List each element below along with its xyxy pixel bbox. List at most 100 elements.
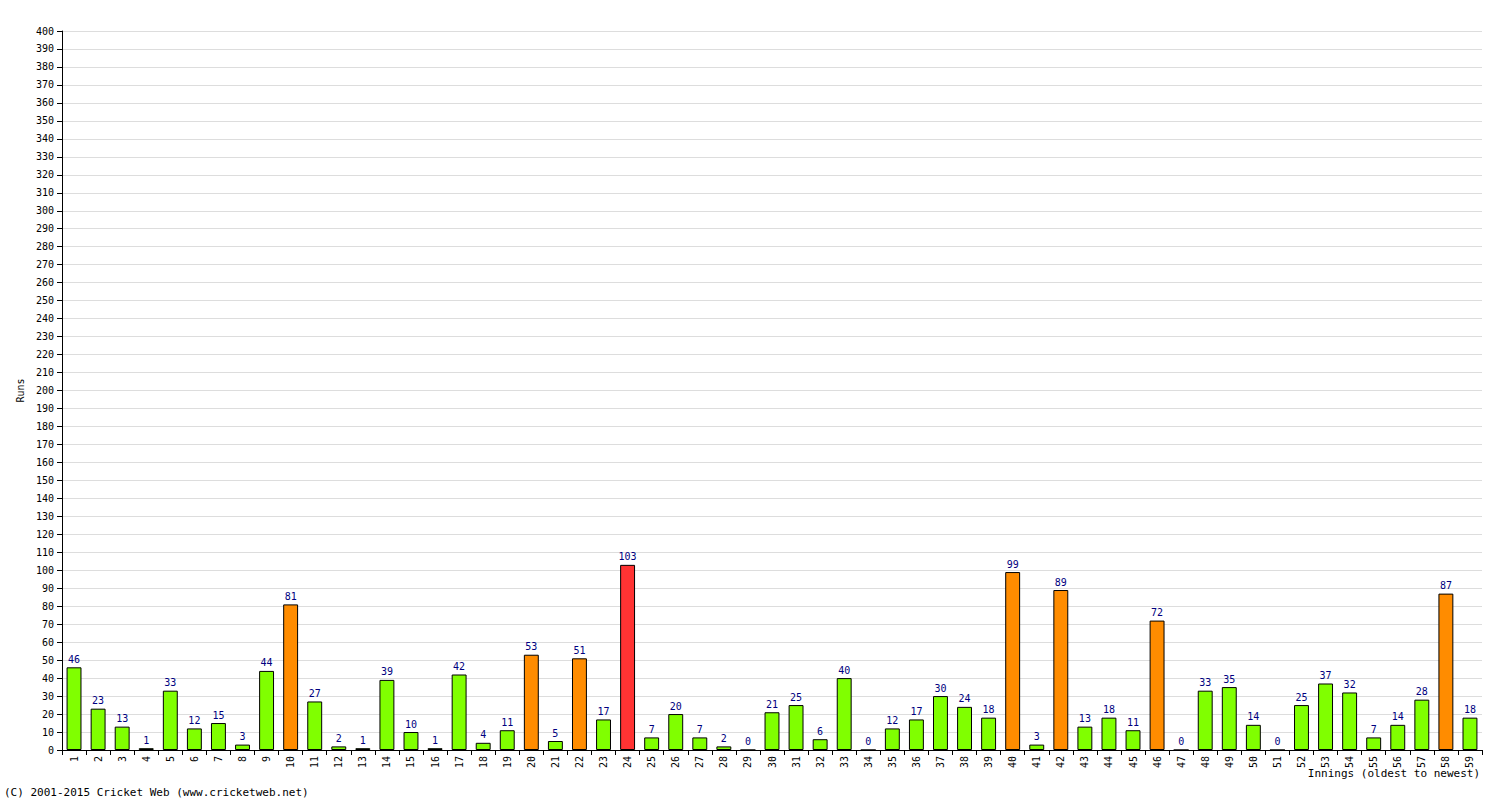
svg-text:140: 140: [36, 493, 54, 504]
svg-text:25: 25: [646, 756, 657, 768]
svg-text:18: 18: [478, 756, 489, 768]
svg-text:200: 200: [36, 385, 54, 396]
svg-text:310: 310: [36, 187, 54, 198]
svg-text:2: 2: [721, 733, 727, 744]
svg-text:44: 44: [261, 657, 273, 668]
svg-text:42: 42: [453, 661, 465, 672]
svg-text:24: 24: [622, 756, 633, 768]
svg-text:160: 160: [36, 457, 54, 468]
svg-text:48: 48: [1200, 756, 1211, 768]
svg-text:19: 19: [502, 756, 513, 768]
svg-text:51: 51: [573, 645, 585, 656]
svg-text:8: 8: [237, 756, 248, 762]
svg-text:42: 42: [1055, 756, 1066, 768]
svg-text:0: 0: [1178, 736, 1184, 747]
svg-text:15: 15: [212, 710, 224, 721]
svg-text:13: 13: [357, 756, 368, 768]
svg-text:44: 44: [1103, 756, 1114, 768]
svg-text:46: 46: [68, 654, 80, 665]
svg-text:49: 49: [1224, 756, 1235, 768]
svg-text:250: 250: [36, 295, 54, 306]
svg-text:34: 34: [863, 756, 874, 768]
svg-text:21: 21: [550, 756, 561, 768]
svg-text:400: 400: [36, 26, 54, 37]
svg-text:21: 21: [766, 699, 778, 710]
svg-text:20: 20: [526, 756, 537, 768]
svg-text:7: 7: [697, 724, 703, 735]
svg-text:70: 70: [42, 619, 54, 630]
svg-text:46: 46: [1152, 756, 1163, 768]
svg-text:0: 0: [48, 745, 54, 756]
svg-text:3: 3: [1034, 731, 1040, 742]
svg-text:35: 35: [887, 756, 898, 768]
svg-text:130: 130: [36, 511, 54, 522]
svg-text:99: 99: [1007, 559, 1019, 570]
svg-text:17: 17: [910, 706, 922, 717]
svg-text:10: 10: [405, 719, 417, 730]
svg-text:3: 3: [117, 756, 128, 762]
svg-text:39: 39: [381, 666, 393, 677]
svg-text:210: 210: [36, 367, 54, 378]
svg-text:32: 32: [815, 756, 826, 768]
svg-text:57: 57: [1416, 756, 1427, 768]
svg-text:300: 300: [36, 205, 54, 216]
svg-text:1: 1: [432, 735, 438, 746]
svg-text:2: 2: [336, 733, 342, 744]
svg-text:190: 190: [36, 403, 54, 414]
svg-text:6: 6: [817, 726, 823, 737]
svg-text:37: 37: [1320, 670, 1332, 681]
svg-text:7: 7: [1371, 724, 1377, 735]
svg-text:32: 32: [1344, 679, 1356, 690]
svg-text:180: 180: [36, 421, 54, 432]
svg-text:90: 90: [42, 583, 54, 594]
svg-text:53: 53: [1320, 756, 1331, 768]
svg-text:0: 0: [1274, 736, 1280, 747]
svg-text:23: 23: [92, 695, 104, 706]
svg-text:16: 16: [430, 756, 441, 768]
svg-text:56: 56: [1392, 756, 1403, 768]
svg-text:15: 15: [405, 756, 416, 768]
svg-text:380: 380: [36, 61, 54, 72]
svg-text:7: 7: [649, 724, 655, 735]
svg-text:52: 52: [1296, 756, 1307, 768]
svg-text:58: 58: [1440, 756, 1451, 768]
svg-text:1: 1: [69, 756, 80, 762]
svg-text:13: 13: [116, 713, 128, 724]
svg-text:1: 1: [360, 735, 366, 746]
svg-text:18: 18: [983, 704, 995, 715]
svg-text:37: 37: [935, 756, 946, 768]
svg-text:270: 270: [36, 259, 54, 270]
svg-text:22: 22: [574, 756, 585, 768]
svg-text:17: 17: [598, 706, 610, 717]
svg-text:40: 40: [1007, 756, 1018, 768]
svg-text:51: 51: [1272, 756, 1283, 768]
svg-text:230: 230: [36, 331, 54, 342]
svg-text:81: 81: [285, 591, 297, 602]
svg-text:110: 110: [36, 547, 54, 558]
svg-text:13: 13: [1079, 713, 1091, 724]
svg-text:5: 5: [165, 756, 176, 762]
svg-text:36: 36: [911, 756, 922, 768]
svg-text:25: 25: [1295, 692, 1307, 703]
svg-text:4: 4: [141, 756, 152, 762]
svg-text:5: 5: [552, 728, 558, 739]
svg-text:43: 43: [1079, 756, 1090, 768]
svg-text:38: 38: [959, 756, 970, 768]
svg-text:350: 350: [36, 115, 54, 126]
svg-text:40: 40: [838, 665, 850, 676]
svg-text:59: 59: [1464, 756, 1475, 768]
svg-text:10: 10: [285, 756, 296, 768]
svg-text:170: 170: [36, 439, 54, 450]
svg-text:260: 260: [36, 277, 54, 288]
svg-text:12: 12: [333, 756, 344, 768]
svg-text:54: 54: [1344, 756, 1355, 768]
svg-text:20: 20: [670, 701, 682, 712]
svg-text:20: 20: [42, 709, 54, 720]
svg-text:100: 100: [36, 565, 54, 576]
svg-text:87: 87: [1440, 580, 1452, 591]
svg-text:23: 23: [598, 756, 609, 768]
svg-text:14: 14: [381, 756, 392, 768]
svg-text:290: 290: [36, 223, 54, 234]
svg-text:220: 220: [36, 349, 54, 360]
svg-text:103: 103: [619, 551, 637, 562]
